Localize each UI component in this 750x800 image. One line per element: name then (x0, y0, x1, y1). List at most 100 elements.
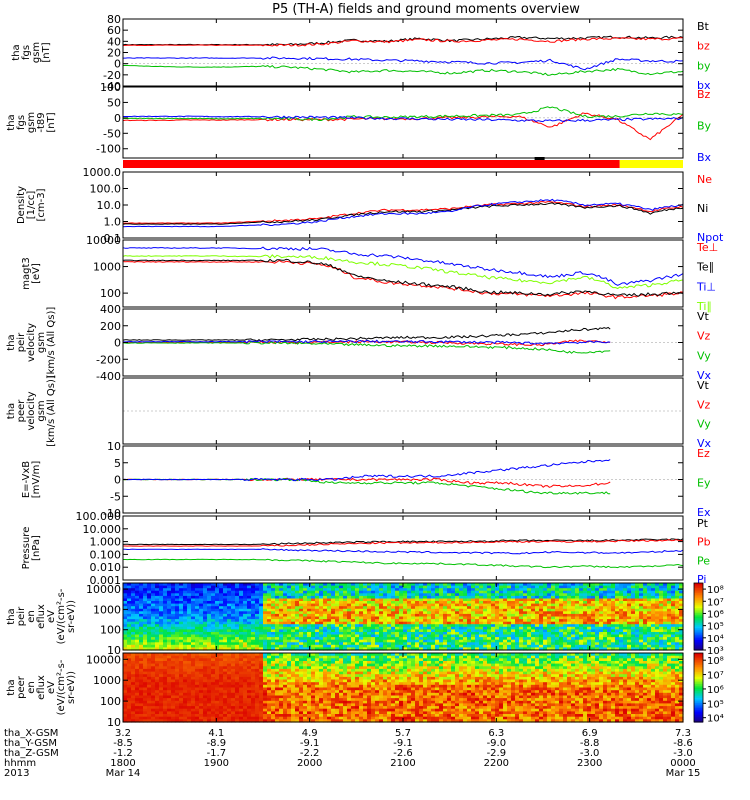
y-tick-label: 0 (114, 58, 121, 71)
y-axis-label: [cm-3] (36, 188, 47, 221)
time-axis-row-label: hhmm (4, 758, 36, 769)
y-axis-label: peer (16, 399, 27, 423)
time-axis-row-label: tha_Y-GSM (4, 738, 57, 749)
y-axis-label: [eV] (31, 263, 42, 284)
y-axis-label: eV (46, 681, 57, 694)
colorbar-tick-label: 10³ (707, 646, 724, 657)
series-line-vt (122, 326, 611, 342)
time-axis-value: -3.0 (673, 748, 693, 759)
legend-ne: Ne (697, 173, 712, 186)
time-axis-value: -1.2 (113, 748, 133, 759)
y-tick-label: 10 (107, 644, 121, 657)
time-axis-row-label: 2013 (4, 768, 29, 779)
legend-ti: Ti∥ (696, 300, 712, 313)
legend-te: Te⊥ (696, 241, 718, 254)
y-tick-label: -20 (103, 69, 121, 82)
time-axis-value: -9.1 (393, 738, 413, 749)
colorbar-tick-label: 10⁷ (707, 671, 724, 682)
legend-vx: Vx (697, 369, 712, 382)
time-axis-value: 2200 (484, 758, 509, 769)
time-axis-value: 4.1 (208, 728, 224, 739)
y-tick-label: -10 (103, 507, 121, 520)
y-tick-label: -40 (103, 80, 121, 93)
colorbar-tick-label: 10⁵ (707, 699, 724, 710)
y-axis-label: tha (6, 403, 17, 419)
mode-status-bar (123, 157, 683, 168)
legend-vy: Vy (697, 418, 711, 431)
spectrogram-cells (123, 583, 684, 651)
legend-bt: Bt (697, 20, 710, 33)
legend-ez: Ez (697, 447, 710, 460)
series-line-bt (122, 35, 684, 46)
time-axis-value: 7.3 (675, 728, 691, 739)
y-axis-label: tha (6, 334, 17, 350)
y-tick-label: 100.0 (90, 183, 122, 196)
y-axis-label: tha (6, 114, 17, 130)
y-tick-label: -400 (96, 370, 121, 383)
y-axis-label: velocity (26, 391, 37, 430)
y-tick-label: 400 (100, 303, 121, 316)
y-tick-label: -200 (96, 353, 121, 366)
legend-bx: bx (697, 79, 711, 92)
y-axis-label: fgs (21, 45, 32, 60)
panel-peer-velocity: Vt Vz Vy Vx tha peer velocity gsm [km/s (All Qs)… (6, 375, 712, 450)
y-axis-label: magt3 (21, 257, 32, 290)
y-axis-label: gsm (26, 112, 37, 133)
y-axis-label: [nT] (41, 42, 52, 62)
figure-title: P5 (TH-A) fields and ground moments over… (272, 2, 580, 17)
y-tick-label: 1000 (93, 674, 121, 687)
colorbar: 10⁸ 10⁷ 10⁶ 10⁵ 10⁴ (693, 652, 724, 725)
y-tick-label: 200 (100, 320, 121, 333)
series-line-pi (122, 548, 684, 555)
time-axis-value: -9.0 (487, 738, 507, 749)
legend-vt: Vt (697, 379, 710, 392)
legend-pb: Pb (697, 536, 711, 549)
y-tick-label: 1000.0 (83, 166, 122, 179)
time-axis-row-label: tha_Z-GSM (4, 748, 59, 759)
series-line-bz (122, 37, 684, 47)
y-axis-label: (eV/(cm²-s- (56, 659, 67, 715)
y-tick-label: -50 (103, 127, 121, 140)
series-line-bx (123, 56, 684, 71)
y-tick-label: 40 (107, 35, 121, 48)
panel-fgs-t89: Bz By Bx 100 50 0 -50 -100 tha fgs gsm -t89 [nT] (6, 81, 712, 164)
time-axis-value: 2000 (297, 758, 322, 769)
legend-vt: Vt (697, 310, 710, 323)
time-axis-row-label: tha_X-GSM (4, 728, 58, 739)
time-axis-value: 1900 (204, 758, 229, 769)
y-tick-label: 0 (114, 337, 121, 350)
series-line-te (122, 258, 684, 297)
series-line-pe (123, 558, 684, 569)
time-axis-value: -9.1 (300, 738, 320, 749)
y-tick-label: -5 (110, 490, 121, 503)
time-axis-date: Mar 14 (106, 768, 141, 779)
series-line-bz (122, 112, 684, 141)
y-axis-label: (eV/(cm²-s- (56, 588, 67, 644)
y-tick-label: 10 (107, 716, 121, 729)
time-axis-value: -2.2 (300, 748, 320, 759)
y-axis-label: Density (16, 186, 27, 224)
y-tick-label: 10 (107, 440, 121, 453)
y-tick-label: 100.000 (76, 510, 122, 523)
legend-vz: Vz (697, 398, 711, 411)
time-axis-value: 6.3 (488, 728, 504, 739)
series-line-ey (123, 477, 611, 495)
time-axis-value: 2100 (390, 758, 415, 769)
panel-peer-spectrogram: 10⁸ 10⁷ 10⁶ 10⁵ 10⁴ 10000 1000 100 10 tha peer en ef… (6, 652, 724, 729)
y-tick-label: 0.100 (90, 548, 122, 561)
colorbar-tick-label: 10⁶ (707, 685, 724, 696)
y-axis-label: [km/s (All Qs)] (46, 307, 57, 379)
legend-vx: Vx (697, 437, 712, 450)
legend-pe: Pe (697, 554, 710, 567)
legend-ti: Ti⊥ (696, 280, 716, 293)
y-axis-label: gsm (36, 400, 47, 421)
time-axis-value: -8.9 (207, 738, 227, 749)
y-axis-label: [nPa] (31, 535, 42, 561)
time-axis-date: Mar 15 (666, 768, 701, 779)
y-axis-label: eV (46, 610, 57, 623)
legend-vz: Vz (697, 330, 711, 343)
y-axis-label: [1/cc] (26, 191, 37, 220)
